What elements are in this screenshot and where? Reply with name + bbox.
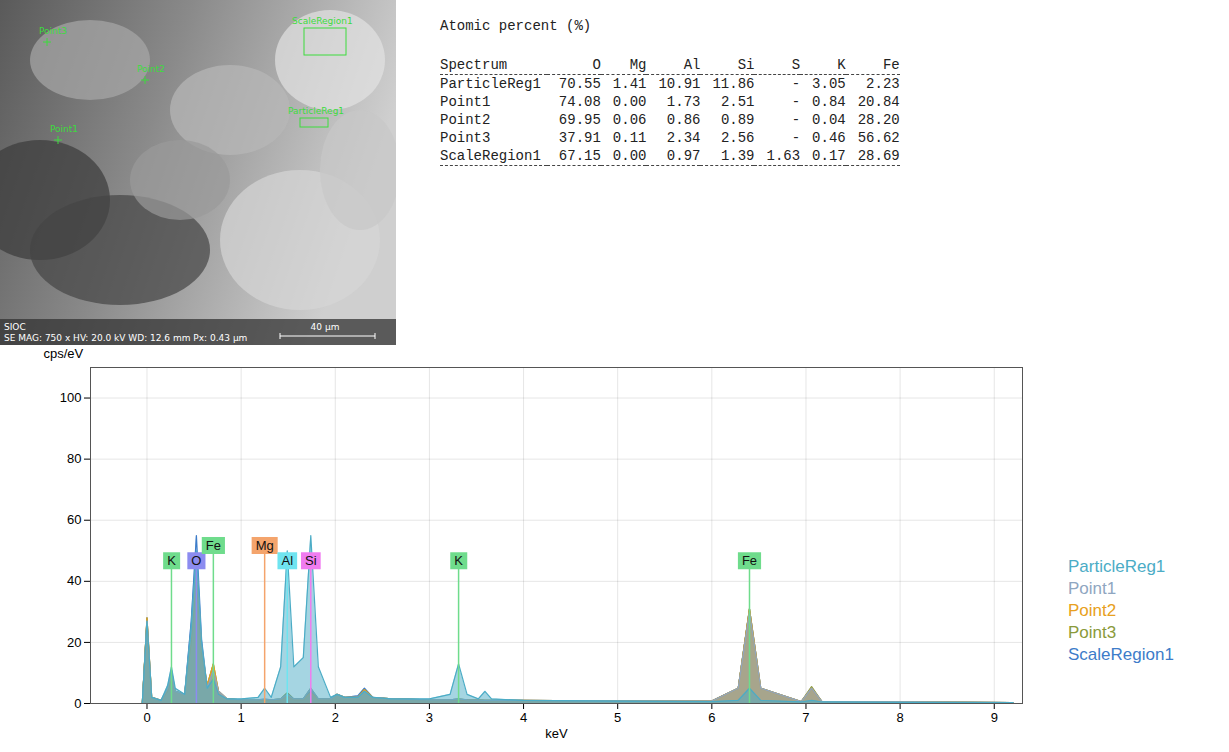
html-text:56.62: 56.62 [857,130,900,146]
svg-text:SE MAG: 750 x HV: 20.0 kV W: SE MAG: 750 x HV: 20.0 kV WD: 12.6 mm Px… [4,333,247,343]
html-text:Atomic percent (%): Atomic percent (%) [440,18,592,34]
svg-text:5: 5 [614,710,621,725]
html-text:ParticleReg1: ParticleReg1 [440,76,541,92]
svg-text:7: 7 [802,710,809,725]
svg-text:3: 3 [426,710,433,725]
html-text:O: O [592,57,601,73]
html-text:0.97: 0.97 [666,148,701,164]
html-text:0.89: 0.89 [720,112,755,128]
svg-text:K: K [167,553,176,568]
html-text:0.11: 0.11 [612,130,647,146]
html-text:2.51: 2.51 [720,94,755,110]
svg-text:4: 4 [520,710,527,725]
html-text:Point1: Point1 [1068,579,1117,598]
svg-text:9: 9 [991,710,998,725]
svg-text:K: K [454,553,463,568]
html-text:ScaleRegion1: ScaleRegion1 [440,148,541,164]
html-text:0.17: 0.17 [812,148,846,164]
html-text:11.86: 11.86 [712,76,755,92]
html-text:0.84: 0.84 [812,94,846,110]
html-text:28.69: 28.69 [857,148,900,164]
svg-text:cps/eV: cps/eV [44,346,84,361]
svg-text:Si: Si [305,553,317,568]
svg-text:40: 40 [67,573,81,588]
html-text:2.56: 2.56 [720,130,755,146]
html-text:Point2: Point2 [1068,601,1117,620]
svg-text:20: 20 [67,635,81,650]
html-text:S: S [791,57,801,73]
svg-text:100: 100 [60,390,82,405]
html-text:37.91: 37.91 [558,130,601,146]
svg-text:Al: Al [281,553,293,568]
svg-text:2: 2 [332,710,339,725]
svg-text:O: O [191,553,201,568]
html-text:1.73: 1.73 [666,94,701,110]
html-text:70.55: 70.55 [558,76,601,92]
svg-text:Point1: Point1 [50,124,78,134]
html-text:Si: Si [737,57,755,73]
html-text:0.04: 0.04 [812,112,846,128]
html-text:Point3: Point3 [1068,623,1117,642]
html-text:Al: Al [683,57,701,73]
html-text:28.20: 28.20 [857,112,900,128]
html-text:1.63: 1.63 [766,148,801,164]
html-text:Point3: Point3 [440,130,491,146]
html-text:0.86: 0.86 [666,112,701,128]
html-text:1.41: 1.41 [612,76,647,92]
svg-text:6: 6 [708,710,715,725]
html-text:3.05: 3.05 [812,76,846,92]
html-text:0.00: 0.00 [612,148,647,164]
html-text:Fe: Fe [882,57,900,73]
svg-text:Mg: Mg [256,538,274,553]
html-text:0.46: 0.46 [812,130,846,146]
html-text:69.95: 69.95 [558,112,601,128]
html-text:Spectrum: Spectrum [440,57,508,73]
svg-text:8: 8 [896,710,903,725]
svg-text:0: 0 [143,710,150,725]
svg-text:80: 80 [67,451,81,466]
html-text:Point2: Point2 [440,112,491,128]
html-text:0.06: 0.06 [612,112,647,128]
html-text:74.08: 74.08 [558,94,601,110]
svg-text:keV: keV [545,726,568,741]
svg-text:40 µm: 40 µm [311,322,340,332]
svg-text:ScaleRegion1: ScaleRegion1 [292,16,353,26]
html-text:Point1: Point1 [440,94,491,110]
svg-text:60: 60 [67,512,81,527]
svg-text:1: 1 [238,710,245,725]
html-text:1.39: 1.39 [720,148,755,164]
svg-text:SIOC: SIOC [4,322,26,332]
html-text:0.00: 0.00 [612,94,647,110]
svg-text:ParticleReg1: ParticleReg1 [288,106,344,116]
html-text:K: K [837,57,846,73]
svg-text:Point2: Point2 [137,64,165,74]
svg-text:0: 0 [74,696,81,711]
html-text:2.34: 2.34 [666,130,701,146]
html-text:ParticleReg1: ParticleReg1 [1068,557,1166,576]
svg-text:Fe: Fe [742,553,757,568]
html-text:2.23: 2.23 [866,76,900,92]
svg-text:Fe: Fe [206,538,221,553]
svg-text:Point3: Point3 [39,26,67,36]
html-text:Mg: Mg [629,57,647,73]
html-text:ScaleRegion1: ScaleRegion1 [1068,645,1174,664]
html-text:20.84: 20.84 [857,94,900,110]
html-text:67.15: 67.15 [558,148,601,164]
html-text:10.91: 10.91 [658,76,701,92]
